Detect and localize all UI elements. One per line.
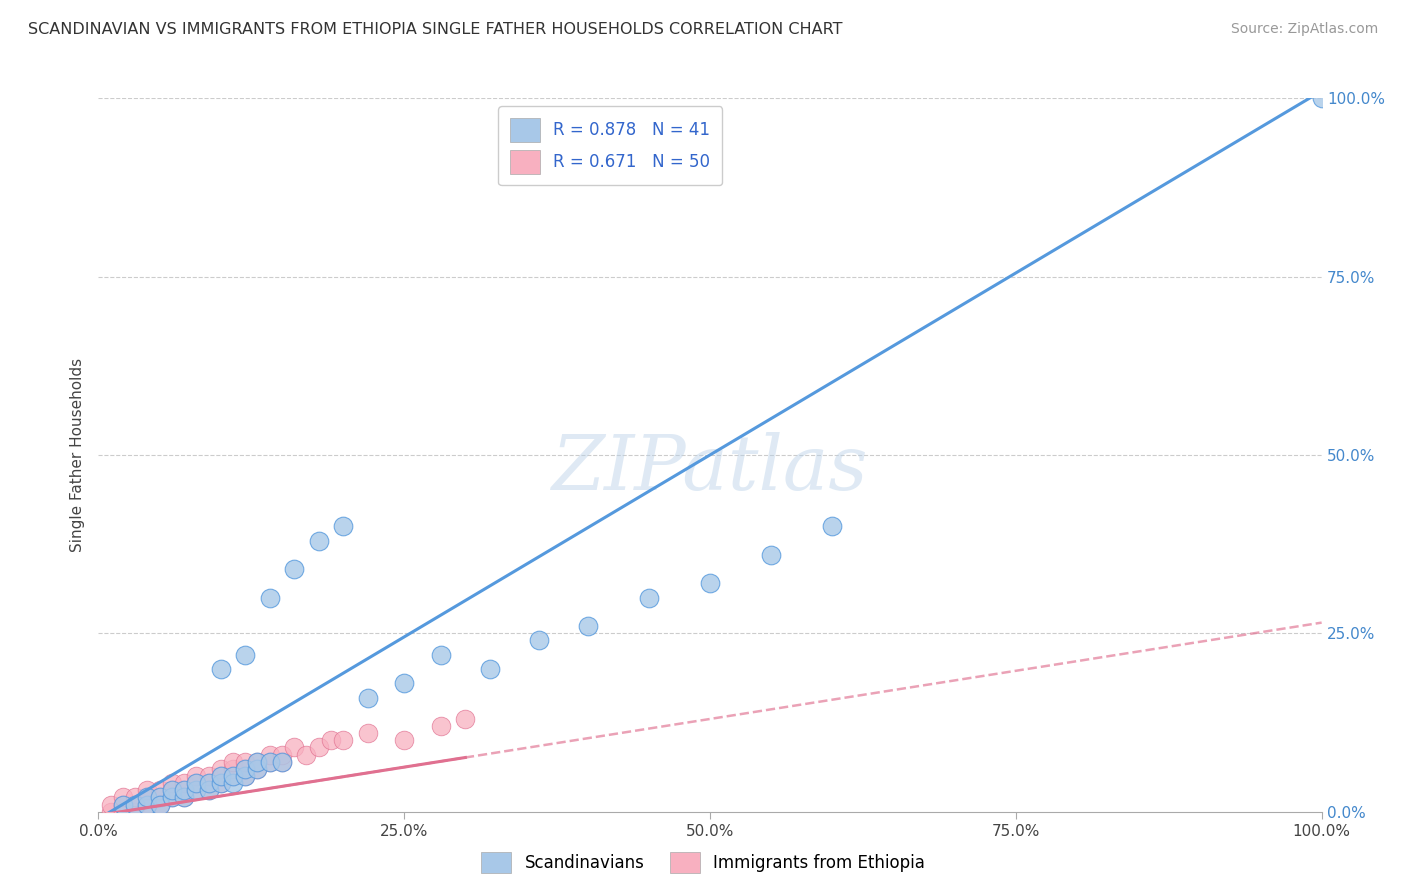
Point — [699, 576, 721, 591]
Point — [197, 783, 219, 797]
Point — [173, 783, 195, 797]
Point — [197, 776, 219, 790]
Point — [197, 769, 219, 783]
Point — [332, 733, 354, 747]
Point — [233, 762, 256, 776]
Point — [149, 797, 172, 812]
Point — [356, 726, 378, 740]
Point — [160, 790, 183, 805]
Point — [222, 769, 245, 783]
Point — [149, 790, 172, 805]
Point — [761, 548, 783, 562]
Point — [197, 783, 219, 797]
Point — [246, 755, 269, 769]
Point — [392, 676, 416, 690]
Point — [259, 591, 281, 605]
Point — [222, 769, 245, 783]
Point — [430, 719, 453, 733]
Point — [246, 762, 269, 776]
Point — [186, 783, 208, 797]
Point — [160, 783, 183, 797]
Point — [283, 740, 305, 755]
Point — [246, 762, 269, 776]
Point — [160, 776, 183, 790]
Point — [209, 769, 232, 783]
Point — [111, 790, 134, 805]
Point — [527, 633, 550, 648]
Point — [259, 755, 281, 769]
Point — [356, 690, 378, 705]
Point — [222, 776, 245, 790]
Point — [111, 805, 134, 819]
Point — [638, 591, 661, 605]
Point — [173, 776, 195, 790]
Point — [186, 776, 208, 790]
Point — [149, 783, 172, 797]
Point — [308, 533, 330, 548]
Point — [222, 762, 245, 776]
Point — [149, 797, 172, 812]
Point — [259, 747, 281, 762]
Text: Source: ZipAtlas.com: Source: ZipAtlas.com — [1230, 22, 1378, 37]
Point — [332, 519, 354, 533]
Point — [392, 733, 416, 747]
Point — [821, 519, 844, 533]
Point — [111, 797, 134, 812]
Point — [319, 733, 342, 747]
Point — [233, 769, 256, 783]
Point — [209, 769, 232, 783]
Point — [136, 790, 159, 805]
Point — [295, 747, 318, 762]
Point — [186, 783, 208, 797]
Point — [100, 797, 122, 812]
Point — [136, 790, 159, 805]
Point — [233, 762, 256, 776]
Text: SCANDINAVIAN VS IMMIGRANTS FROM ETHIOPIA SINGLE FATHER HOUSEHOLDS CORRELATION CH: SCANDINAVIAN VS IMMIGRANTS FROM ETHIOPIA… — [28, 22, 842, 37]
Point — [124, 797, 146, 812]
Point — [270, 755, 294, 769]
Point — [233, 648, 256, 662]
Point — [186, 776, 208, 790]
Y-axis label: Single Father Households: Single Father Households — [70, 358, 86, 552]
Point — [173, 783, 195, 797]
Point — [233, 769, 256, 783]
Point — [283, 562, 305, 576]
Point — [308, 740, 330, 755]
Point — [233, 755, 256, 769]
Point — [576, 619, 599, 633]
Point — [270, 755, 294, 769]
Point — [222, 755, 245, 769]
Point — [136, 797, 159, 812]
Point — [136, 797, 159, 812]
Point — [160, 790, 183, 805]
Point — [209, 776, 232, 790]
Point — [149, 790, 172, 805]
Point — [197, 776, 219, 790]
Point — [173, 790, 195, 805]
Point — [111, 797, 134, 812]
Point — [454, 712, 477, 726]
Point — [270, 747, 294, 762]
Legend: R = 0.878   N = 41, R = 0.671   N = 50: R = 0.878 N = 41, R = 0.671 N = 50 — [498, 106, 721, 186]
Point — [160, 783, 183, 797]
Legend: Scandinavians, Immigrants from Ethiopia: Scandinavians, Immigrants from Ethiopia — [475, 846, 931, 880]
Point — [259, 755, 281, 769]
Point — [209, 662, 232, 676]
Point — [173, 790, 195, 805]
Point — [246, 755, 269, 769]
Point — [1310, 91, 1333, 105]
Point — [209, 776, 232, 790]
Point — [186, 769, 208, 783]
Point — [430, 648, 453, 662]
Point — [209, 762, 232, 776]
Point — [124, 790, 146, 805]
Text: ZIPatlas: ZIPatlas — [551, 433, 869, 506]
Point — [478, 662, 501, 676]
Point — [136, 783, 159, 797]
Point — [124, 797, 146, 812]
Point — [124, 805, 146, 819]
Point — [100, 805, 122, 819]
